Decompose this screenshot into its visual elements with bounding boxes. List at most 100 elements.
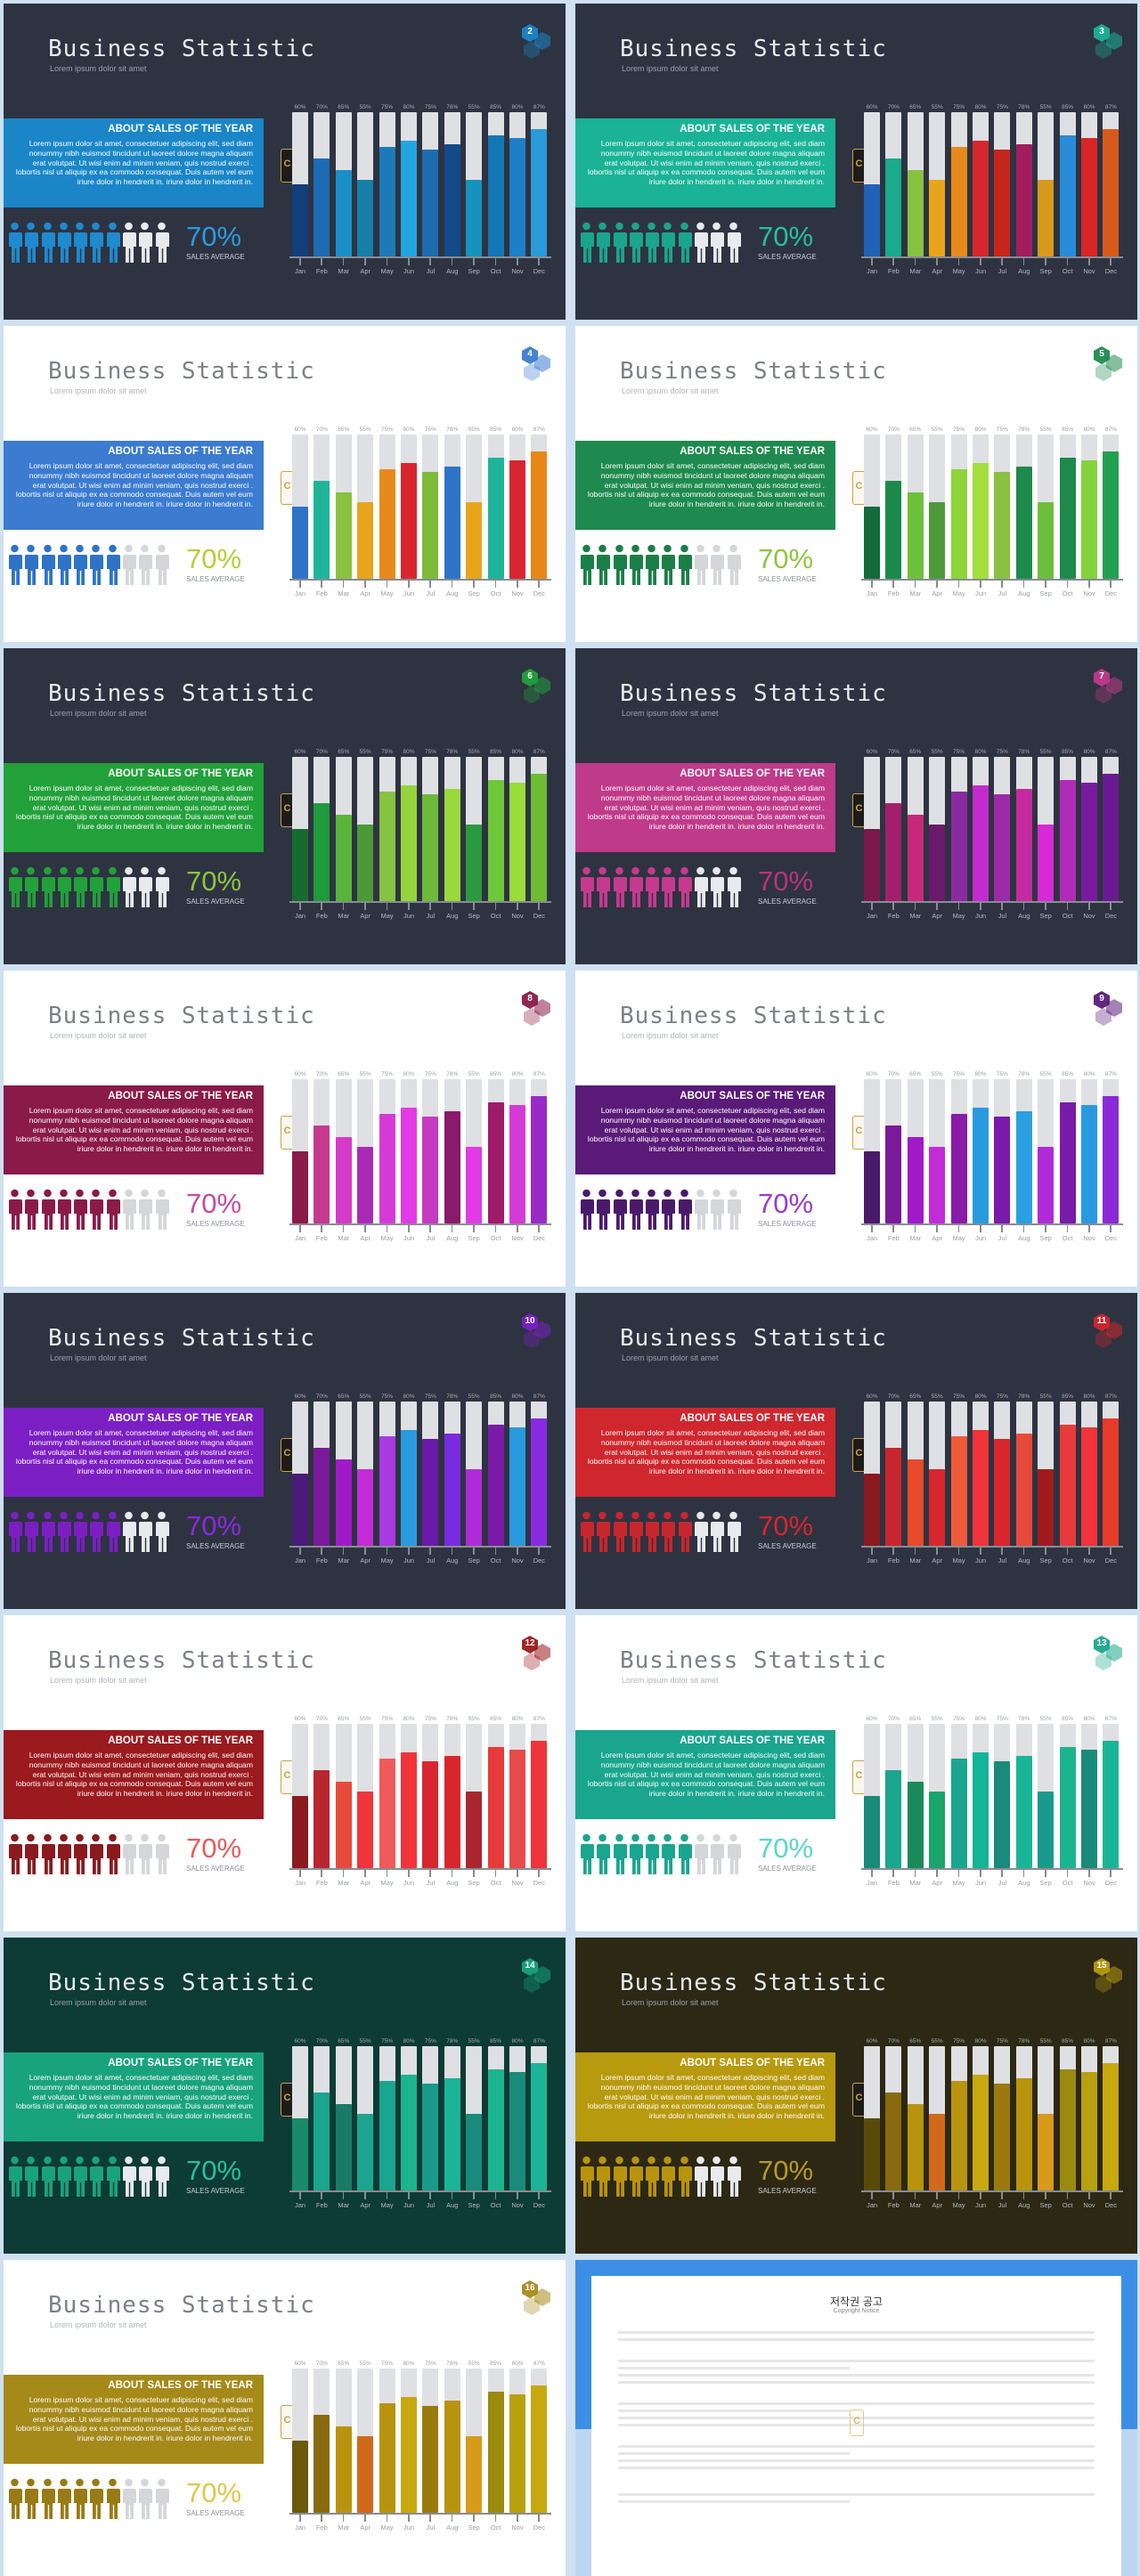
month-label: Feb — [315, 1879, 328, 1887]
person-icon — [105, 222, 120, 264]
axis-tick — [321, 2190, 322, 2199]
banner-title: ABOUT SALES OF THE YEAR — [108, 2380, 253, 2391]
axis-tick — [429, 1223, 431, 1232]
bar-value-label: 55% — [468, 749, 480, 755]
bar-jul — [994, 1402, 1011, 1546]
bar-fill — [335, 1459, 352, 1546]
copyright-text-line — [618, 2409, 850, 2412]
bar-may — [950, 112, 967, 256]
month-label: May — [380, 267, 394, 275]
axis-tick — [871, 1868, 873, 1877]
axis-tick — [892, 256, 894, 265]
bar-value-label: 87% — [1104, 749, 1117, 755]
person-icon — [23, 222, 39, 264]
slide-copyright-notice[interactable]: 저작권 공고 Copyright Notice C — [575, 2260, 1137, 2576]
bar-fill — [1038, 1147, 1054, 1223]
bar-fill — [357, 180, 374, 256]
bar-feb — [314, 435, 330, 579]
axis-tick — [1088, 2190, 1090, 2199]
bar-nov — [509, 757, 525, 901]
axis-tick — [1066, 1223, 1069, 1232]
person-icon — [660, 1189, 676, 1231]
banner-title: ABOUT SALES OF THE YEAR — [680, 2058, 825, 2068]
month-label: Dec — [1104, 912, 1118, 920]
bar-value-label: 55% — [1039, 749, 1052, 755]
bar-jan — [864, 112, 880, 256]
slide-7[interactable]: Business Statistic Lorem ipsum dolor sit … — [575, 648, 1137, 964]
bar-value-label: 87% — [533, 1394, 545, 1400]
bar-value-label: 85% — [490, 2361, 502, 2367]
bar-value-label: 55% — [468, 104, 480, 110]
slide-14[interactable]: Business Statistic Lorem ipsum dolor sit … — [4, 1938, 566, 2254]
month-label: Dec — [533, 589, 546, 597]
slide-5[interactable]: Business Statistic Lorem ipsum dolor sit … — [575, 326, 1137, 642]
bar-value-label: 87% — [533, 749, 545, 755]
bar-value-label: 80% — [1083, 749, 1095, 755]
sales-average-percent: 70% — [758, 1832, 814, 1864]
about-sales-banner: ABOUT SALES OF THE YEAR Lorem ipsum dolor… — [4, 763, 264, 852]
bar-fill — [973, 785, 989, 901]
person-icon — [726, 2156, 741, 2198]
person-icon — [726, 1189, 741, 1231]
bar-value-label: 87% — [533, 2038, 545, 2044]
axis-tick — [299, 1546, 301, 1555]
slide-6[interactable]: Business Statistic Lorem ipsum dolor sit … — [4, 648, 566, 964]
person-icon — [23, 1189, 39, 1231]
bar-fill — [401, 785, 417, 901]
slide-2[interactable]: Business Statistic Lorem ipsum dolor sit … — [4, 4, 566, 320]
bar-value-label: 85% — [1062, 104, 1074, 110]
copyright-text-line — [618, 2417, 1095, 2419]
bar-mar — [335, 1079, 352, 1223]
bar-aug — [1015, 2046, 1032, 2190]
banner-body: Lorem ipsum dolor sit amet, consectetuer… — [587, 1106, 825, 1154]
slide-subtitle: Lorem ipsum dolor sit amet — [622, 709, 719, 718]
person-icon — [726, 1833, 741, 1876]
slide-subtitle: Lorem ipsum dolor sit amet — [50, 2320, 147, 2329]
bar-value-label: 78% — [446, 1394, 459, 1400]
slide-9[interactable]: Business Statistic Lorem ipsum dolor sit … — [575, 971, 1137, 1287]
bar-oct — [1059, 2046, 1076, 2190]
slide-16[interactable]: Business Statistic Lorem ipsum dolor sit … — [4, 2260, 566, 2576]
slide-13[interactable]: Business Statistic Lorem ipsum dolor sit … — [575, 1615, 1137, 1931]
slide-8[interactable]: Business Statistic Lorem ipsum dolor sit … — [4, 971, 566, 1287]
bar-fill — [466, 180, 483, 256]
slide-11[interactable]: Business Statistic Lorem ipsum dolor sit … — [575, 1293, 1137, 1609]
bar-oct — [487, 2046, 504, 2190]
people-pictogram — [7, 544, 170, 587]
chart-baseline — [861, 2190, 1123, 2192]
sales-average-label: SALES AVERAGE — [758, 1220, 817, 1228]
bar-may — [379, 1079, 395, 1223]
month-label: Oct — [490, 1234, 501, 1242]
bar-value-label: 55% — [1039, 1716, 1052, 1722]
month-label: Jan — [866, 1556, 878, 1564]
axis-tick — [892, 579, 894, 588]
person-icon — [72, 1189, 88, 1231]
month-label: Jul — [426, 1879, 436, 1887]
month-label: Jan — [294, 1879, 306, 1887]
people-pictogram — [579, 1189, 742, 1231]
bar-value-label: 70% — [315, 1716, 328, 1722]
bar-fill — [357, 1792, 374, 1868]
slide-4[interactable]: Business Statistic Lorem ipsum dolor sit … — [4, 326, 566, 642]
bar-fill — [1081, 1105, 1097, 1223]
axis-tick — [980, 2190, 981, 2199]
slide-3[interactable]: Business Statistic Lorem ipsum dolor sit … — [575, 4, 1137, 320]
slide-15[interactable]: Business Statistic Lorem ipsum dolor sit … — [575, 1938, 1137, 2254]
axis-tick — [299, 901, 301, 910]
page-number: 11 — [1096, 1316, 1107, 1326]
bar-fill — [1038, 2114, 1054, 2190]
month-label: Feb — [315, 1234, 328, 1242]
bar-value-label: 55% — [468, 1394, 480, 1400]
month-label: Sep — [1039, 267, 1052, 275]
axis-tick — [386, 901, 388, 910]
bar-fill — [509, 1105, 525, 1223]
bar-fill — [466, 1792, 483, 1868]
slide-12[interactable]: Business Statistic Lorem ipsum dolor sit … — [4, 1615, 566, 1931]
people-pictogram — [7, 866, 170, 909]
bar-value-label: 55% — [931, 104, 943, 110]
bar-fill — [1015, 1110, 1032, 1223]
person-icon — [121, 1511, 137, 1554]
month-label: Sep — [468, 1234, 480, 1242]
bar-dec — [1103, 2046, 1120, 2190]
slide-10[interactable]: Business Statistic Lorem ipsum dolor sit … — [4, 1293, 566, 1609]
